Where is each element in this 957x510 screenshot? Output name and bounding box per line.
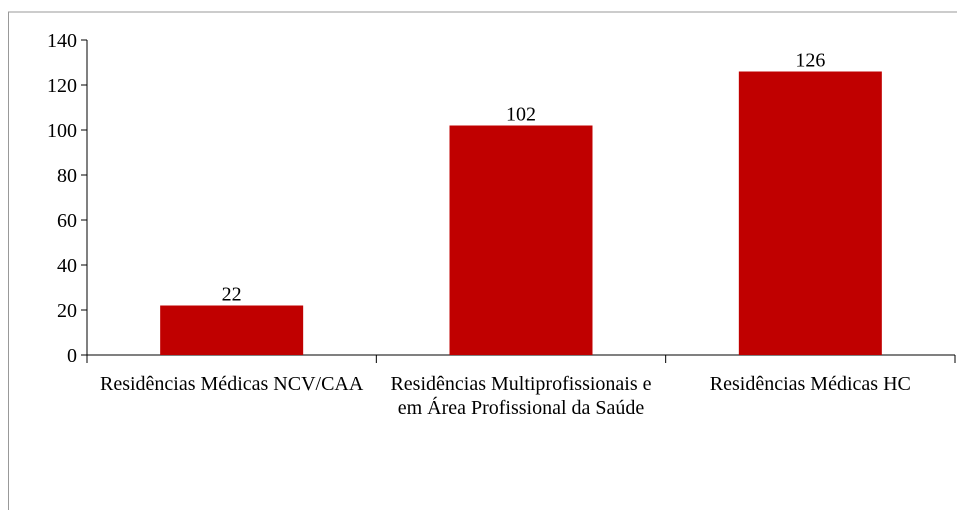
y-tick-label: 140 [47, 30, 77, 52]
y-tick-label: 40 [57, 255, 77, 277]
bar [738, 71, 882, 355]
bar [160, 305, 304, 355]
value-label: 126 [795, 50, 825, 72]
value-label: 102 [506, 104, 536, 126]
y-tick-label: 60 [57, 210, 77, 232]
x-tick-label: Residências Médicas HC [709, 373, 911, 395]
y-tick-label: 120 [47, 75, 77, 97]
x-tick-label: Residências Médicas NCV/CAA [100, 373, 364, 395]
y-tick-label: 0 [67, 345, 77, 367]
y-tick-label: 20 [57, 300, 77, 322]
x-tick-label: Residências Multiprofissionais e em Área… [390, 373, 652, 419]
y-tick-label: 80 [57, 165, 77, 187]
value-label: 22 [222, 284, 242, 306]
y-tick-label: 100 [47, 120, 77, 142]
bar [449, 125, 593, 355]
